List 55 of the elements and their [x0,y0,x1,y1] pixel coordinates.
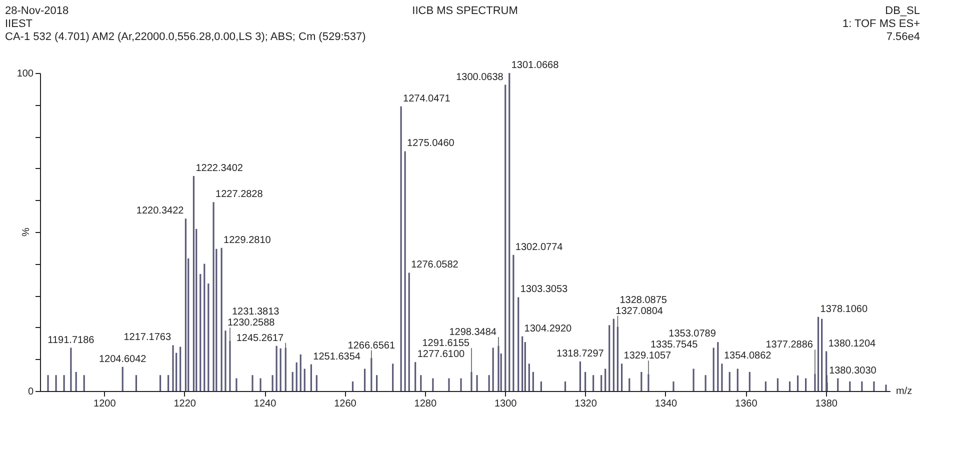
annotation: 1354.0862 [724,350,772,362]
annotation: 1276.0582 [411,260,459,271]
x-tick-label: 1380 [815,398,838,410]
x-tick-label: 1200 [94,398,116,410]
annotation: 1245.2617 [236,332,284,344]
text: DB_SL [885,5,920,17]
y-axis-title: % [21,227,32,236]
annotation: 1217.1763 [124,332,172,344]
annotation: 1220.3422 [136,206,184,217]
annotation: 1304.2920 [524,323,572,334]
annotation: 1300.0638 [456,72,504,83]
x-axis-title: m/z [896,386,912,397]
annotation: 1231.3813 [232,306,280,318]
annotation: 1303.3053 [520,284,568,296]
annotation: 1230.2588 [227,318,276,329]
text: 7.56e4 [886,31,920,43]
x-tick-label: 1340 [654,398,678,410]
annotation: 1335.7545 [650,340,698,351]
annotation: 1266.6561 [348,340,396,352]
x-tick-label: 1320 [574,398,598,410]
annotation: 1318.7297 [556,348,604,360]
x-tick-label: 1260 [334,398,357,410]
annotation: 1378.1060 [820,304,868,315]
text: IIEST [5,18,33,30]
annotation: 1229.2810 [224,234,272,246]
text: 28-Nov-2018 [5,5,69,17]
text: CA-1 532 (4.701) AM2 (Ar,22000.0,556.28,0.00,LS 3); ABS; Cm (529:537) [5,31,366,43]
annotation: 1327.0804 [616,306,664,317]
x-tick-label: 1300 [494,398,518,410]
x-tick-label: 1280 [414,398,437,410]
annotation: 1380.3030 [829,365,877,376]
y-tick-label: 0 [28,386,34,398]
annotation: 1277.6100 [417,349,466,360]
chart-title: IICB MS SPECTRUM [412,5,518,17]
text: 1: TOF MS ES+ [842,18,920,30]
annotation: 1353.0789 [668,328,716,340]
annotation: 1291.6155 [422,338,470,350]
annotation: 1380.1204 [828,338,876,350]
annotation: 1227.2828 [216,189,264,200]
annotation: 1301.0668 [511,60,560,71]
annotation: 1191.7186 [48,334,95,346]
annotation: 1275.0460 [407,138,455,150]
annotation: 1274.0471 [403,93,451,104]
annotation: 1377.2886 [766,340,814,351]
annotation: 1328.0875 [620,294,668,306]
x-tick-label: 1360 [735,398,758,410]
annotation: 1302.0774 [515,242,564,253]
annotation: 1251.6354 [313,351,361,362]
x-tick-label: 1240 [254,398,277,410]
annotation: 1222.3402 [196,163,244,174]
annotation: 1329.1057 [624,350,672,362]
annotation: 1298.3484 [449,327,497,338]
x-tick-label: 1220 [174,398,196,410]
y-tick-label: 100 [16,68,34,80]
annotation: 1204.6042 [98,354,147,365]
